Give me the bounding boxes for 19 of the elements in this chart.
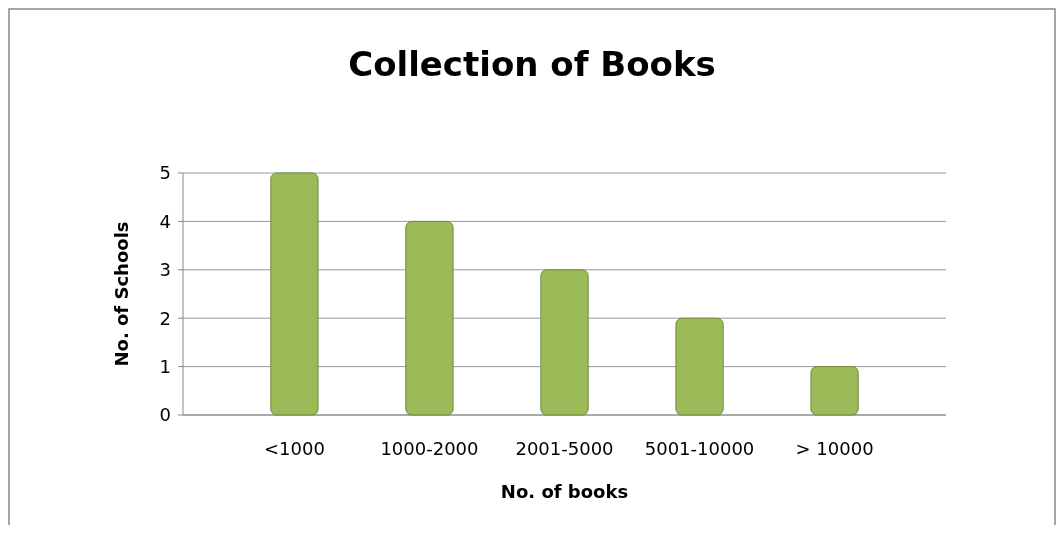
bar [540,269,589,416]
y-tick-label: 0 [159,404,171,426]
bar [810,366,859,416]
x-axis-title: No. of books [500,481,629,502]
y-axis-title: No. of Schools [111,221,132,367]
y-tick-label: 3 [159,259,171,281]
x-tick-label: 5001-10000 [644,438,755,459]
y-tick-label: 4 [159,210,171,232]
x-tick-label: 2001-5000 [515,438,614,459]
y-tick-label: 1 [159,355,171,377]
y-tick-label: 2 [159,307,171,329]
chart-title: Collection of Books [348,44,716,84]
bar [270,172,319,416]
bar [675,317,724,416]
y-tick-label: 5 [159,162,171,184]
bar [405,220,454,416]
x-tick-label: <1000 [263,438,325,459]
x-tick-label: 1000-2000 [380,438,479,459]
x-tick-label: > 10000 [795,438,874,459]
